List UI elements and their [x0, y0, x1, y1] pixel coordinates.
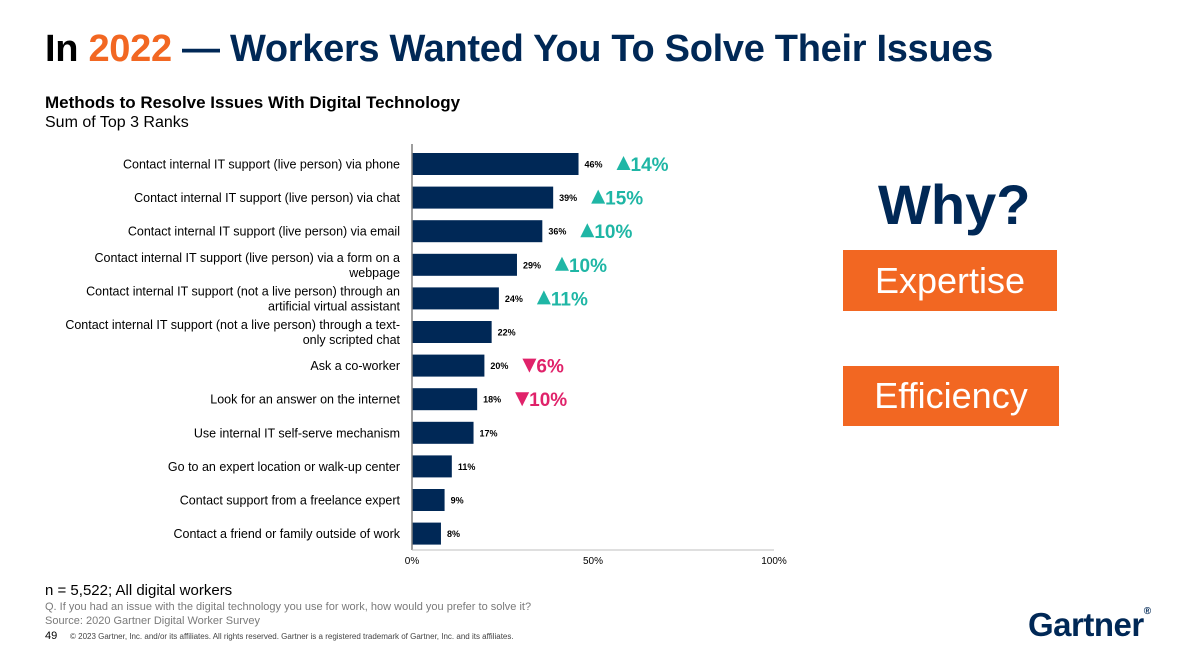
bar-value-label: 29% — [523, 260, 541, 270]
category-label: Contact internal IT support (live person… — [123, 158, 400, 172]
bar — [412, 287, 499, 310]
up-arrow-icon — [536, 290, 551, 305]
category-label: Contact internal IT support (live person… — [95, 251, 401, 280]
title-rest: — Workers Wanted You To Solve Their Issu… — [171, 28, 993, 70]
change-label: 6% — [536, 357, 564, 378]
title-prefix: In — [45, 28, 89, 70]
bar-value-label: 11% — [458, 462, 476, 472]
down-arrow-icon — [515, 392, 530, 407]
copyright-text: © 2023 Gartner, Inc. and/or its affiliat… — [70, 632, 514, 641]
page-title: In 2022 — Workers Wanted You To Solve Th… — [45, 28, 993, 71]
bar — [412, 522, 441, 545]
bar — [412, 489, 445, 511]
expertise-box: Expertise — [843, 250, 1057, 311]
category-label: Contact a friend or family outside of wo… — [174, 527, 401, 541]
up-arrow-icon — [616, 156, 631, 170]
logo-text: Gartner — [1028, 606, 1144, 643]
category-label: Look for an answer on the internet — [210, 393, 400, 407]
up-arrow-icon — [591, 189, 606, 204]
bar — [412, 388, 478, 411]
bar-value-label: 39% — [559, 193, 577, 203]
x-tick-label: 0% — [405, 556, 420, 567]
down-arrow-icon — [522, 358, 537, 373]
source-note: Source: 2020 Gartner Digital Worker Surv… — [45, 615, 260, 627]
category-label: Ask a co-worker — [310, 359, 400, 373]
bar-value-label: 8% — [447, 529, 460, 539]
bar-chart: Contact internal IT support (live person… — [65, 144, 787, 567]
bar — [412, 354, 485, 377]
change-label: 10% — [594, 222, 632, 243]
bar-value-label: 46% — [585, 160, 603, 170]
change-label: 15% — [605, 189, 643, 210]
category-label: Use internal IT self-serve mechanism — [194, 426, 400, 440]
efficiency-label: Efficiency — [874, 375, 1028, 416]
efficiency-box: Efficiency — [843, 366, 1059, 426]
category-label: Contact internal IT support (not a live … — [86, 284, 400, 313]
bar-value-label: 9% — [451, 496, 464, 506]
bar-value-label: 18% — [483, 395, 501, 405]
survey-question: Q. If you had an issue with the digital … — [45, 601, 532, 613]
bar-value-label: 17% — [480, 428, 498, 438]
up-arrow-icon — [554, 256, 569, 271]
chart-subtitle: Sum of Top 3 Ranks — [45, 114, 189, 131]
change-label: 14% — [631, 155, 669, 176]
x-tick-label: 100% — [761, 556, 787, 567]
bar — [412, 186, 554, 209]
up-arrow-icon — [580, 223, 595, 238]
bar — [412, 455, 452, 478]
bar-value-label: 20% — [490, 361, 508, 371]
bar-value-label: 22% — [498, 328, 516, 338]
bar-value-label: 24% — [505, 294, 523, 304]
page-number: 49 — [45, 630, 58, 642]
bar — [412, 321, 492, 343]
gartner-logo: Gartner® — [1028, 606, 1151, 644]
category-label: Contact internal IT support (not a live … — [65, 318, 400, 347]
bar — [412, 220, 543, 243]
bar — [412, 253, 517, 276]
category-label: Contact internal IT support (live person… — [134, 191, 400, 205]
chart-title: Methods to Resolve Issues With Digital T… — [45, 93, 461, 112]
change-label: 11% — [551, 289, 588, 310]
category-label: Go to an expert location or walk-up cent… — [168, 460, 400, 474]
expertise-label: Expertise — [874, 259, 1026, 301]
why-heading: Why? — [878, 173, 1031, 236]
logo-registered-mark: ® — [1143, 606, 1151, 617]
change-label: 10% — [569, 256, 607, 277]
change-label: 10% — [529, 390, 567, 411]
category-label: Contact internal IT support (live person… — [128, 225, 400, 239]
bar — [412, 421, 474, 444]
title-year: 2022 — [88, 28, 172, 70]
bar — [412, 153, 579, 175]
sample-note: n = 5,522; All digital workers — [45, 582, 233, 599]
x-tick-label: 50% — [583, 556, 603, 567]
category-label: Contact support from a freelance expert — [180, 494, 401, 508]
bar-value-label: 36% — [548, 227, 566, 237]
